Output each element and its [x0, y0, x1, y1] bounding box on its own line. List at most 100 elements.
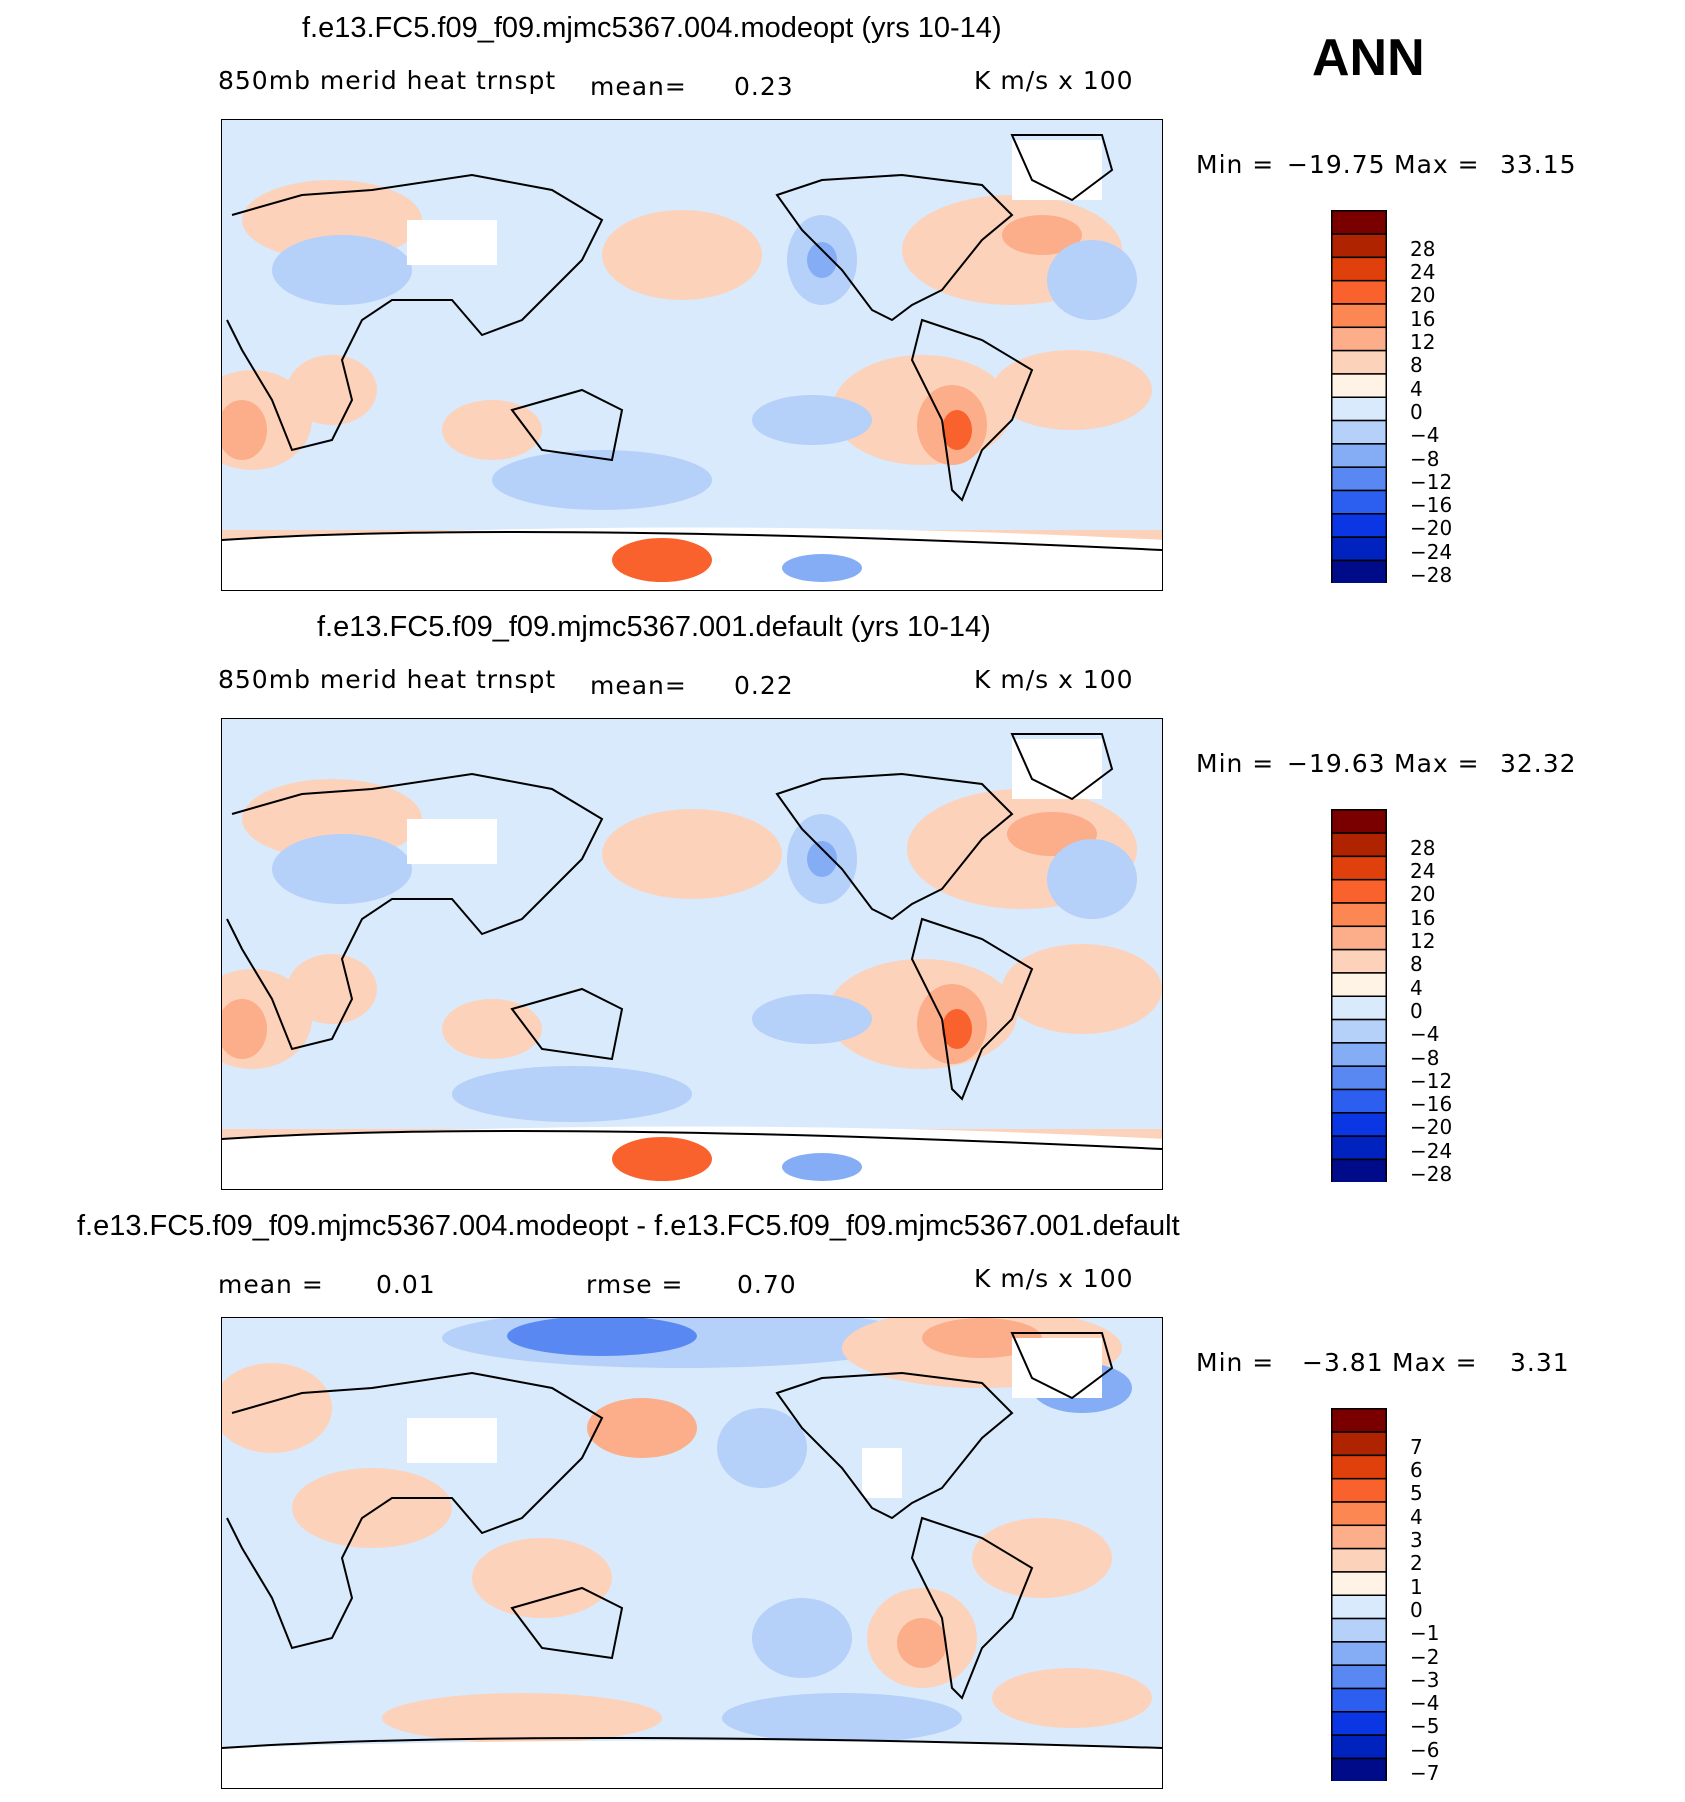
- panel1-colorbar-svg: [1331, 210, 1387, 583]
- colorbar-tick-label: −4: [1410, 423, 1440, 448]
- colorbar-box-6: [1331, 326, 1387, 352]
- panel3-colorbar-svg: [1331, 1408, 1387, 1781]
- colorbar-tick-label: 20: [1410, 882, 1436, 907]
- panel2-min-label: Min =: [1196, 749, 1275, 778]
- colorbar-box-12: [1331, 466, 1387, 492]
- colorbar-box-13: [1331, 489, 1387, 515]
- colorbar-box-14: [1331, 513, 1387, 538]
- colorbar-box-2: [1331, 1431, 1387, 1457]
- panel3-max-label: Max =: [1392, 1348, 1478, 1377]
- colorbar-tick-label: −6: [1410, 1737, 1440, 1762]
- panel3-rmse-value: 0.70: [737, 1270, 797, 1299]
- panel2-map: [221, 718, 1163, 1190]
- colorbar-tick-label: 20: [1410, 283, 1436, 308]
- colorbar-tick-label: 6: [1410, 1458, 1423, 1482]
- colorbar-box-14: [1331, 1711, 1387, 1736]
- colorbar-box-14: [1331, 1112, 1387, 1137]
- colorbar-box-15: [1331, 536, 1387, 562]
- colorbar-tick-label: 0: [1410, 998, 1423, 1023]
- colorbar-tick-label: −16: [1410, 493, 1453, 518]
- colorbar-tick-label: 4: [1410, 1504, 1423, 1529]
- colorbar-tick-label: 5: [1410, 1481, 1423, 1506]
- panel1-map: [221, 119, 1163, 591]
- colorbar-box-2: [1331, 233, 1387, 259]
- colorbar-box-12: [1331, 1664, 1387, 1690]
- colorbar-tick-label: 1: [1410, 1574, 1423, 1599]
- colorbar-tick-label: −12: [1410, 1068, 1453, 1093]
- panel3-min-label: Min =: [1196, 1348, 1275, 1377]
- panel2-mean-value: 0.22: [734, 671, 794, 700]
- colorbar-box-9: [1331, 1594, 1387, 1620]
- colorbar-tick-label: −28: [1410, 563, 1453, 587]
- colorbar-tick-label: −16: [1410, 1092, 1453, 1117]
- colorbar-box-11: [1331, 1042, 1387, 1067]
- colorbar-box-1: [1331, 1408, 1387, 1433]
- panel2-min-value: −19.63: [1287, 749, 1386, 778]
- colorbar-box-11: [1331, 443, 1387, 468]
- colorbar-box-5: [1331, 902, 1387, 928]
- colorbar-box-3: [1331, 256, 1387, 282]
- colorbar-tick-label: 4: [1410, 975, 1423, 1000]
- panel3-mean-value: 0.01: [376, 1270, 436, 1299]
- colorbar-box-10: [1331, 1018, 1387, 1044]
- colorbar-box-16: [1331, 1158, 1387, 1182]
- colorbar-box-16: [1331, 1757, 1387, 1781]
- panel1-max-value: 33.15: [1500, 150, 1577, 179]
- panel1-max-label: Max =: [1394, 150, 1480, 179]
- colorbar-box-13: [1331, 1088, 1387, 1114]
- panel3-mean-label: mean =: [218, 1270, 324, 1299]
- colorbar-box-3: [1331, 855, 1387, 881]
- colorbar-tick-label: 12: [1410, 928, 1436, 953]
- colorbar-box-4: [1331, 878, 1387, 904]
- panel1-variable: 850mb merid heat trnspt: [218, 66, 557, 95]
- colorbar-tick-label: 24: [1410, 859, 1436, 883]
- colorbar-tick-label: 7: [1410, 1434, 1423, 1459]
- colorbar-box-4: [1331, 1477, 1387, 1503]
- panel1-mean-label: mean=: [590, 72, 687, 101]
- panel2-colorbar-svg: [1331, 809, 1387, 1182]
- colorbar-box-5: [1331, 1501, 1387, 1527]
- panel2-max-label: Max =: [1394, 749, 1480, 778]
- colorbar-tick-label: 0: [1410, 1597, 1423, 1622]
- colorbar-tick-label: −20: [1410, 1115, 1453, 1140]
- panel3-rmse-label: rmse =: [586, 1270, 684, 1299]
- panel1-mean-value: 0.23: [734, 72, 794, 101]
- panel2-colorbar: [1331, 809, 1387, 1182]
- colorbar-tick-label: 3: [1410, 1527, 1423, 1552]
- colorbar-box-6: [1331, 1524, 1387, 1550]
- colorbar-tick-label: 16: [1410, 306, 1436, 331]
- colorbar-tick-label: −1: [1410, 1621, 1440, 1646]
- panel2-mean-label: mean=: [590, 671, 687, 700]
- colorbar-tick-label: 8: [1410, 353, 1423, 378]
- colorbar-box-3: [1331, 1454, 1387, 1480]
- colorbar-box-7: [1331, 948, 1387, 974]
- panel2-units: K m/s x 100: [974, 665, 1134, 694]
- panel2-title: f.e13.FC5.f09_f09.mjmc5367.001.default (…: [317, 611, 991, 643]
- colorbar-tick-label: 4: [1410, 376, 1423, 401]
- colorbar-tick-label: 24: [1410, 260, 1436, 284]
- panel3-colorbar: [1331, 1408, 1387, 1781]
- panel1-min-value: −19.75: [1287, 150, 1386, 179]
- colorbar-tick-label: −28: [1410, 1162, 1453, 1186]
- colorbar-box-7: [1331, 349, 1387, 375]
- colorbar-tick-label: 12: [1410, 329, 1436, 354]
- colorbar-tick-label: 2: [1410, 1551, 1423, 1576]
- colorbar-tick-label: −3: [1410, 1667, 1440, 1692]
- panel3-field: [222, 1318, 1162, 1788]
- panel1-title: f.e13.FC5.f09_f09.mjmc5367.004.modeopt (…: [302, 12, 1002, 44]
- panel3-units: K m/s x 100: [974, 1264, 1134, 1293]
- panel3-max-value: 3.31: [1510, 1348, 1570, 1377]
- panel3-title: f.e13.FC5.f09_f09.mjmc5367.004.modeopt -…: [77, 1210, 1180, 1242]
- colorbar-tick-label: −5: [1410, 1714, 1440, 1739]
- colorbar-box-1: [1331, 809, 1387, 834]
- season-label: ANN: [1312, 29, 1425, 87]
- colorbar-box-15: [1331, 1135, 1387, 1161]
- colorbar-box-12: [1331, 1065, 1387, 1091]
- panel2-max-value: 32.32: [1500, 749, 1577, 778]
- panel1-field: [222, 120, 1162, 590]
- colorbar-tick-label: 28: [1410, 835, 1436, 860]
- colorbar-box-4: [1331, 279, 1387, 305]
- colorbar-tick-label: 16: [1410, 905, 1436, 930]
- colorbar-box-5: [1331, 303, 1387, 329]
- colorbar-box-9: [1331, 995, 1387, 1021]
